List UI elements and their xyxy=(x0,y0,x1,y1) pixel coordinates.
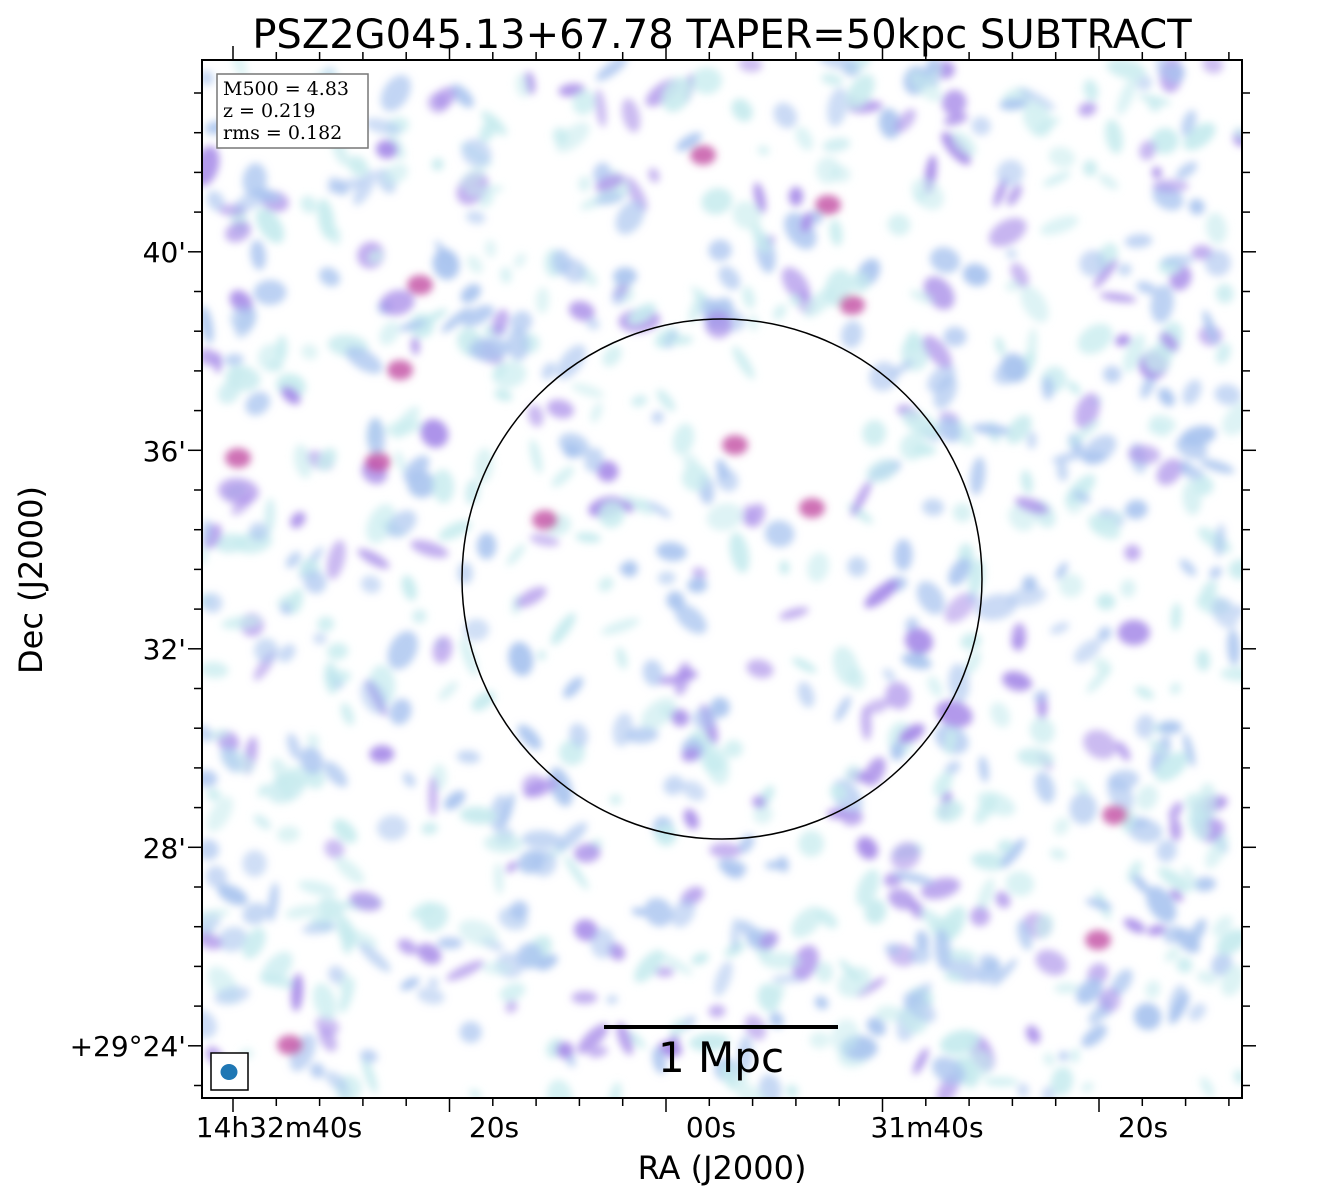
r500-circle xyxy=(461,318,983,840)
x-tick-label: 14h32m40s xyxy=(196,1111,363,1144)
y-tick-label: 28' xyxy=(143,832,186,865)
radio-emission-image xyxy=(202,60,1242,1098)
x-tick-label: 00s xyxy=(686,1111,736,1144)
y-tick-label: 36' xyxy=(143,435,186,468)
y-tick-label: 40' xyxy=(143,236,186,269)
y-tick-label: 32' xyxy=(143,633,186,666)
rms-text: rms = 0.182 xyxy=(223,122,342,144)
axis-ticks xyxy=(188,46,1256,1112)
y-tick-label: +29°24' xyxy=(70,1030,186,1063)
mass-text: M500 = 4.83 xyxy=(223,78,349,100)
x-tick-label: 20s xyxy=(1118,1111,1168,1144)
y-axis-label: Dec (J2000) xyxy=(12,486,50,674)
scale-bar-label: 1 Mpc xyxy=(658,1033,784,1082)
x-tick-label: 20s xyxy=(469,1111,519,1144)
redshift-text: z = 0.219 xyxy=(223,100,315,122)
x-axis-label: RA (J2000) xyxy=(638,1149,807,1187)
plot-title: PSZ2G045.13+67.78 TAPER=50kpc SUBTRACT xyxy=(252,12,1192,58)
plot-frame xyxy=(201,59,1243,1099)
x-tick-label: 31m40s xyxy=(870,1111,983,1144)
beam-indicator xyxy=(210,1052,249,1091)
scale-bar: 1 Mpc xyxy=(604,1025,838,1082)
info-box: M500 = 4.83 z = 0.219 rms = 0.182 xyxy=(216,73,369,149)
